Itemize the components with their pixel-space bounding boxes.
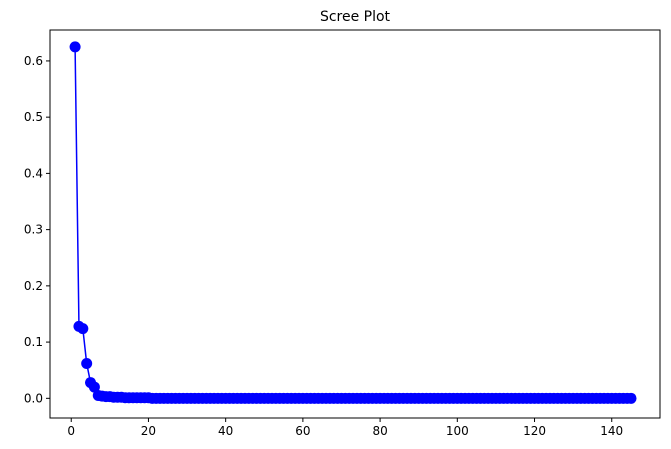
y-tick-label: 0.5 <box>24 110 43 124</box>
x-tick-label: 140 <box>600 424 623 438</box>
x-tick-label: 40 <box>218 424 233 438</box>
data-point <box>81 357 93 369</box>
x-tick-label: 20 <box>141 424 156 438</box>
axes-frame <box>49 29 661 419</box>
y-tick-label: 0.0 <box>24 391 43 405</box>
data-point <box>69 41 81 53</box>
chart-title: Scree Plot <box>320 9 391 25</box>
y-tick-label: 0.6 <box>24 54 43 68</box>
x-tick-label: 80 <box>372 424 387 438</box>
y-axis-ticks: 0.0 0.1 0.2 0.3 0.4 0.5 0.6 <box>24 54 50 405</box>
x-tick-label: 120 <box>523 424 546 438</box>
y-tick-label: 0.4 <box>24 166 43 180</box>
y-tick-label: 0.2 <box>24 279 43 293</box>
y-tick-label: 0.1 <box>24 335 43 349</box>
y-tick-label: 0.3 <box>24 223 43 237</box>
x-axis-ticks: 0 20 40 60 80 100 120 140 <box>67 418 623 438</box>
plot-area <box>69 41 637 404</box>
data-point <box>88 381 100 393</box>
data-point <box>625 392 637 404</box>
data-point <box>77 323 89 335</box>
x-tick-label: 0 <box>67 424 75 438</box>
x-tick-label: 100 <box>446 424 469 438</box>
series-line <box>74 46 632 400</box>
x-tick-label: 60 <box>295 424 310 438</box>
